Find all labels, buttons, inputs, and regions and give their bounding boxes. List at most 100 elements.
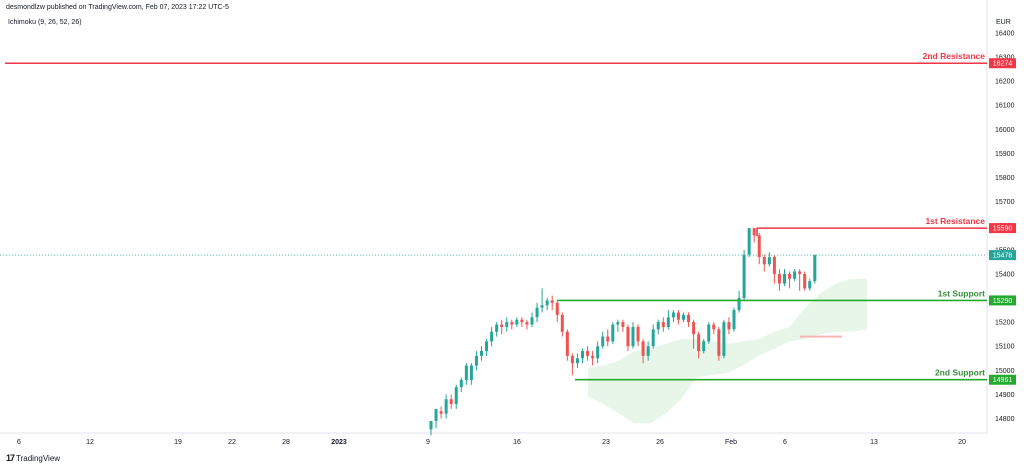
candle-body <box>692 322 696 335</box>
candle-body <box>429 420 433 430</box>
level-tag-bg <box>989 295 1016 306</box>
time-tick-label: 12 <box>86 439 94 446</box>
tradingview-logo-icon: 17 <box>6 453 15 463</box>
candle-body <box>545 300 549 306</box>
tradingview-logo[interactable]: 17 TradingView <box>6 453 60 463</box>
candle-body <box>777 273 781 284</box>
candle-body <box>671 312 675 318</box>
publisher-caption: desmondlzw published on TradingView.com,… <box>6 4 229 11</box>
candle-body <box>783 273 786 284</box>
candle-body <box>687 314 691 323</box>
candle-body <box>641 341 645 356</box>
candle-body <box>449 399 453 405</box>
price-tick-label: 16200 <box>995 79 1015 86</box>
candle-body <box>636 326 640 342</box>
price-tick-label: 15200 <box>995 320 1015 327</box>
candle-body <box>434 408 438 421</box>
candle-body <box>621 322 625 327</box>
candle-body <box>606 336 610 342</box>
time-tick-label: 23 <box>602 439 610 446</box>
candle-body <box>485 341 489 352</box>
candle-body <box>651 329 655 347</box>
candle-body <box>682 314 685 320</box>
candle-body <box>798 271 802 274</box>
candle-body <box>767 257 771 265</box>
candle-body <box>459 379 463 388</box>
time-tick-label: 28 <box>282 439 290 446</box>
candle-body <box>712 324 716 330</box>
brand-name: TradingView <box>16 453 61 463</box>
candle-body <box>515 319 519 325</box>
candle-body <box>808 281 812 289</box>
candle-body <box>495 324 499 332</box>
level-tag-bg <box>989 58 1016 69</box>
candle-body <box>666 317 670 327</box>
candle-body <box>717 329 721 356</box>
candlesticks <box>429 228 817 436</box>
candle-body <box>788 273 792 279</box>
candle-body <box>520 319 524 323</box>
level-label: 2nd Resistance <box>923 51 986 61</box>
candle-body <box>570 355 574 364</box>
currency-label: EUR <box>996 19 1011 26</box>
candle-body <box>596 346 600 359</box>
candle-body <box>616 322 620 325</box>
candle-body <box>732 310 736 330</box>
candle-body <box>550 300 554 303</box>
level-label: 1st Resistance <box>925 216 985 226</box>
indicator-label[interactable]: Ichimoku (9, 26, 52, 26) <box>8 19 82 26</box>
time-tick-label: 13 <box>870 439 878 446</box>
candle-body <box>697 334 701 352</box>
price-tick-label: 15100 <box>995 344 1015 351</box>
candle-body <box>575 358 579 364</box>
candle-body <box>454 387 458 405</box>
candle-body <box>742 254 746 299</box>
candle-body <box>803 273 807 289</box>
level-label: 2nd Support <box>935 368 985 378</box>
candle-body <box>737 298 741 311</box>
candle-body <box>469 365 473 380</box>
candle-body <box>626 326 630 347</box>
candle-body <box>586 351 590 356</box>
candle-body <box>676 312 680 320</box>
price-tick-label: 15400 <box>995 271 1015 278</box>
time-tick-label: Feb <box>725 439 737 446</box>
candle-body <box>444 399 448 414</box>
candle-body <box>525 322 529 325</box>
cloud-area <box>588 278 867 424</box>
candle-body <box>500 324 504 327</box>
price-tick-label: 16000 <box>995 127 1015 134</box>
candle-body <box>535 307 539 318</box>
candle-body <box>646 346 650 356</box>
candle-body <box>631 326 635 347</box>
price-tick-label: 15800 <box>995 175 1015 182</box>
price-tick-label: 15900 <box>995 151 1015 158</box>
candle-body <box>439 411 443 414</box>
candle-body <box>702 341 706 352</box>
time-tick-label: 2023 <box>331 439 347 446</box>
candle-body <box>581 351 584 359</box>
candle-body <box>813 255 817 282</box>
level-tag: 15290 <box>993 298 1013 305</box>
candle-body <box>611 324 615 342</box>
candle-body <box>752 228 756 236</box>
price-tick-label: 14900 <box>995 392 1015 399</box>
candle-body <box>722 322 726 356</box>
candle-body <box>560 314 564 332</box>
candle-body <box>661 322 665 327</box>
candle-body <box>656 322 660 330</box>
candle-body <box>565 331 569 356</box>
candle-body <box>707 324 711 342</box>
ichimoku-cloud <box>588 278 867 424</box>
last-price-tag: 15478 <box>993 253 1013 260</box>
price-tick-label: 16300 <box>995 54 1015 61</box>
time-tick-label: 6 <box>17 439 21 446</box>
candle-body <box>555 302 559 315</box>
candle-body <box>530 317 534 325</box>
support-resistance-levels: 15478 2nd Resistance 16274 1st Resistance 15… <box>0 51 1016 385</box>
price-tick-label: 14800 <box>995 416 1015 423</box>
price-tick-label: 16100 <box>995 103 1015 110</box>
candle-body <box>474 355 478 366</box>
price-tick-label: 15000 <box>995 368 1015 375</box>
